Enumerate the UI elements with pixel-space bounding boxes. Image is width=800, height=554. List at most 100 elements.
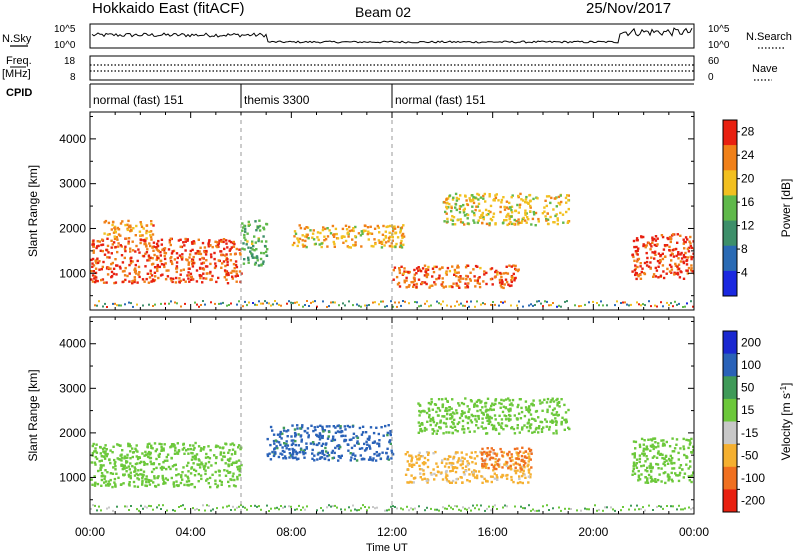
- data-cell: [99, 468, 102, 472]
- data-cell: [567, 426, 570, 429]
- data-cell: [376, 442, 379, 445]
- data-cell: [222, 260, 226, 263]
- data-cell: [103, 457, 107, 460]
- data-cell: [438, 267, 442, 271]
- data-cell: [96, 240, 99, 243]
- data-cell: [443, 200, 446, 204]
- data-cell: [178, 280, 181, 283]
- data-cell: [516, 304, 518, 307]
- data-cell: [331, 449, 335, 453]
- data-cell: [188, 253, 192, 256]
- data-cell: [452, 457, 455, 461]
- data-cell: [402, 300, 404, 302]
- data-cell: [461, 466, 464, 470]
- data-cell: [156, 269, 159, 273]
- data-cell: [236, 274, 239, 277]
- data-cell: [129, 476, 132, 480]
- data-cell: [391, 239, 394, 242]
- data-cell: [160, 443, 163, 446]
- data-cell: [658, 261, 661, 265]
- data-cell: [562, 221, 565, 224]
- data-cell: [162, 449, 165, 452]
- data-cell: [496, 462, 499, 466]
- data-cell: [241, 226, 245, 229]
- data-cell: [129, 462, 132, 465]
- data-cell: [331, 457, 334, 460]
- data-cell: [451, 420, 454, 424]
- data-cell: [131, 455, 134, 459]
- data-cell: [502, 272, 505, 275]
- data-cell: [465, 453, 468, 456]
- data-cell: [314, 428, 317, 432]
- data-cell: [448, 409, 451, 412]
- data-cell: [108, 233, 111, 236]
- data-cell: [400, 265, 403, 268]
- data-cell: [394, 245, 397, 249]
- data-cell: [124, 249, 127, 253]
- data-cell: [404, 300, 406, 303]
- data-cell: [223, 469, 226, 472]
- data-cell: [254, 241, 257, 244]
- data-cell: [150, 470, 154, 474]
- data-cell: [382, 434, 385, 437]
- data-cell: [124, 266, 127, 270]
- data-cell: [284, 505, 286, 508]
- data-cell: [266, 454, 270, 458]
- data-cell: [473, 275, 476, 278]
- data-cell: [450, 407, 453, 410]
- data-cell: [190, 241, 194, 244]
- data-cell: [127, 442, 130, 445]
- data-cell: [557, 401, 561, 404]
- data-cell: [106, 244, 110, 248]
- data-cell: [647, 265, 651, 268]
- data-cell: [521, 474, 524, 478]
- data-cell: [159, 254, 162, 257]
- data-cell: [537, 431, 540, 434]
- colorbar-tick-label: 20: [741, 172, 755, 186]
- data-cell: [474, 462, 477, 465]
- data-cell: [236, 506, 238, 509]
- data-cell: [512, 463, 515, 466]
- data-cell: [410, 481, 413, 484]
- data-cell: [348, 506, 350, 509]
- data-cell: [387, 236, 391, 240]
- data-cell: [158, 504, 160, 507]
- data-cell: [234, 508, 236, 511]
- data-cell: [588, 301, 590, 304]
- data-cell: [296, 244, 299, 248]
- data-cell: [125, 237, 128, 240]
- data-cell: [226, 246, 229, 249]
- data-cell: [100, 509, 102, 512]
- data-cell: [190, 458, 194, 461]
- data-cell: [129, 445, 132, 448]
- data-cell: [425, 411, 429, 415]
- data-cell: [433, 478, 436, 481]
- data-cell: [178, 506, 180, 508]
- data-cell: [209, 449, 212, 452]
- data-cell: [516, 462, 519, 466]
- data-cell: [354, 508, 356, 511]
- data-cell: [109, 449, 112, 452]
- data-cell: [166, 453, 170, 456]
- data-cell: [657, 450, 660, 453]
- data-cell: [332, 233, 335, 237]
- data-cell: [446, 266, 450, 270]
- data-cell: [398, 301, 400, 304]
- data-cell: [537, 217, 540, 221]
- data-cell: [217, 242, 220, 245]
- data-cell: [320, 456, 324, 459]
- data-cell: [106, 306, 108, 308]
- data-cell: [97, 244, 100, 248]
- data-cell: [368, 435, 371, 438]
- data-cell: [678, 302, 680, 305]
- data-cell: [479, 401, 482, 404]
- data-cell: [652, 447, 655, 451]
- data-cell: [288, 452, 292, 455]
- data-cell: [468, 506, 470, 509]
- y-tick-label: 1000: [59, 470, 86, 484]
- data-cell: [187, 261, 191, 264]
- data-cell: [635, 462, 638, 465]
- data-cell: [196, 303, 198, 306]
- data-cell: [655, 462, 658, 466]
- data-cell: [132, 227, 135, 230]
